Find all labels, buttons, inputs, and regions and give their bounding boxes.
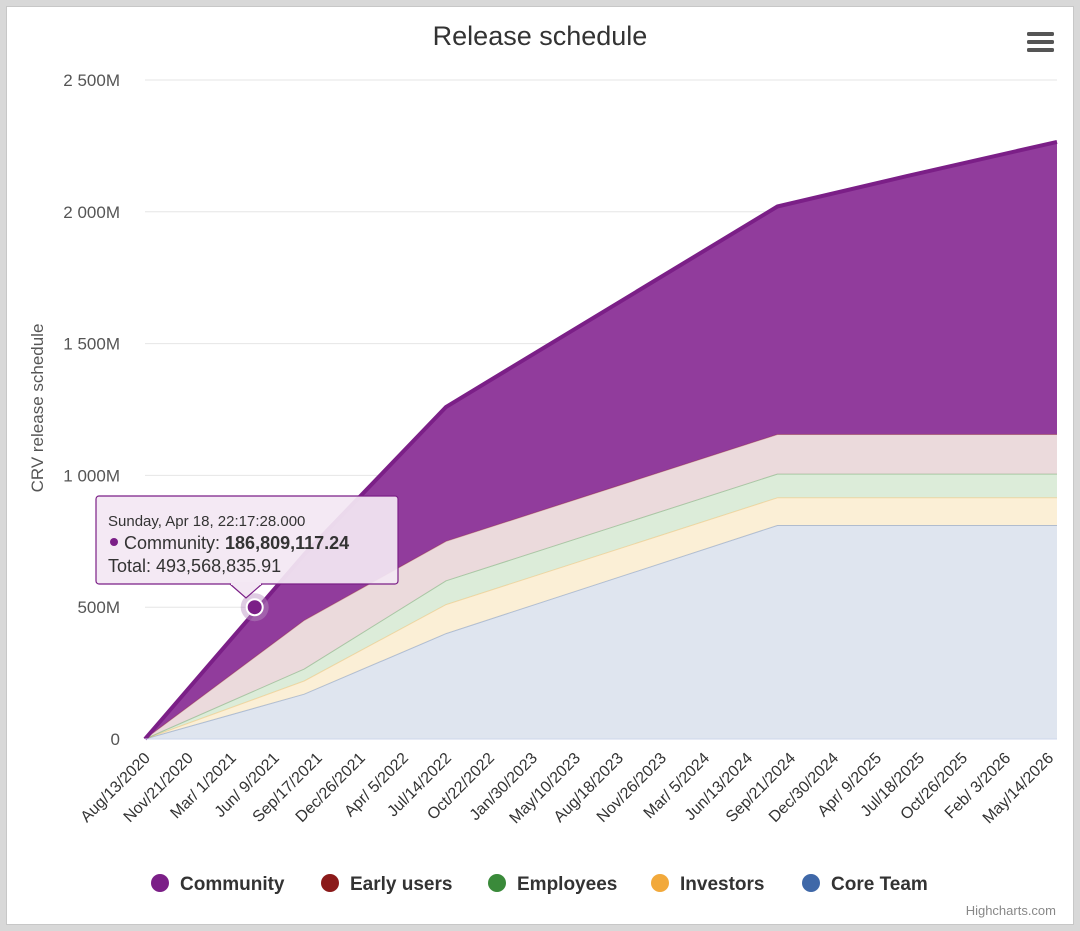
tooltip-total: Total: 493,568,835.91 (108, 556, 281, 576)
tooltip-series-line: Community: 186,809,117.24 (124, 533, 349, 553)
tooltip-series-label: Community: (124, 533, 225, 553)
area-core-team[interactable] (145, 525, 1057, 740)
stacked-areas (143, 139, 1058, 741)
line-core-team (144, 525, 1057, 740)
legend-label: Investors (680, 874, 764, 895)
y-tick-label: 2 500M (63, 71, 120, 90)
area-community[interactable] (145, 141, 1057, 739)
tooltip-date: Sunday, Apr 18, 22:17:28.000 (108, 513, 305, 530)
legend: Community Early users Employees Investors Co… (151, 874, 928, 895)
tooltip-series-value: 186,809,117.24 (225, 533, 349, 553)
context-menu-button[interactable] (1020, 26, 1060, 58)
legend-label: Early users (350, 874, 452, 895)
legend-item-early-users[interactable]: Early users (321, 874, 452, 895)
tooltip-pointer (229, 583, 263, 599)
y-tick-label: 1 500M (63, 335, 120, 354)
y-tick-label: 500M (77, 598, 120, 617)
legend-label: Community (180, 874, 285, 895)
line-early-users (144, 434, 1057, 740)
legend-symbol (488, 874, 506, 892)
legend-item-core-team[interactable]: Core Team (802, 874, 928, 895)
y-tick-label: 1 000M (63, 466, 120, 485)
tooltip: Sunday, Apr 18, 22:17:28.000 Community: … (95, 495, 399, 599)
y-tick-label: 2 000M (63, 203, 120, 222)
legend-symbol (802, 874, 820, 892)
line-community (143, 139, 1058, 741)
area-early-users[interactable] (145, 434, 1057, 740)
legend-label: Employees (517, 874, 617, 895)
legend-symbol (321, 874, 339, 892)
legend-item-employees[interactable]: Employees (488, 874, 617, 895)
hover-marker[interactable] (240, 593, 269, 622)
line-investors (144, 497, 1057, 740)
tooltip-series-dot (110, 538, 118, 546)
hover-point[interactable] (245, 598, 264, 617)
legend-item-community[interactable]: Community (151, 874, 285, 895)
area-investors[interactable] (145, 497, 1057, 739)
legend-item-investors[interactable]: Investors (651, 874, 764, 895)
line-employees (144, 473, 1057, 740)
hamburger-menu-icon (1027, 32, 1054, 52)
y-tick-label: 0 (111, 730, 120, 749)
highcharts-credits[interactable]: Highcharts.com (966, 903, 1056, 918)
legend-symbol (651, 874, 669, 892)
y-axis-label: CRV release schedule (28, 324, 47, 493)
chart-title: Release schedule (433, 21, 648, 51)
legend-label: Core Team (831, 874, 928, 895)
y-axis-ticks: 0 500M 1 000M 1 500M 2 000M 2 500M (63, 71, 120, 749)
legend-symbol (151, 874, 169, 892)
